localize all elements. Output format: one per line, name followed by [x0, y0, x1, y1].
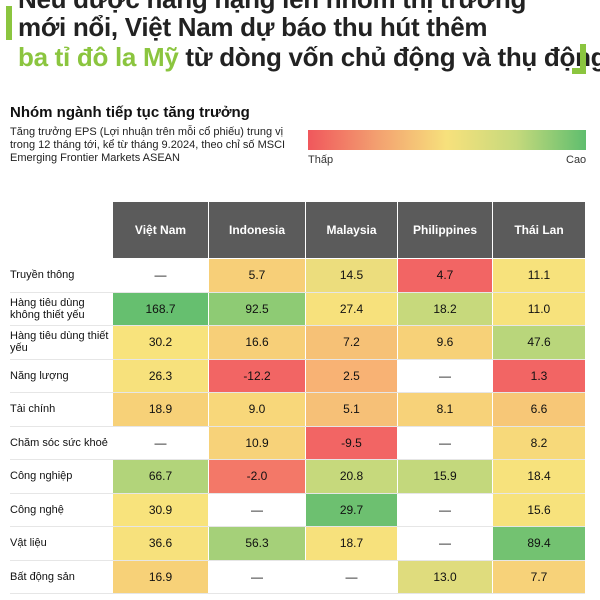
column-header: Thái Lan: [493, 202, 585, 258]
headline-bracket-right-foot: [572, 68, 586, 74]
heatmap-cell: 47.6: [493, 326, 585, 359]
headline-highlight: ba tỉ đô la Mỹ: [18, 42, 179, 72]
heatmap-cell: 16.6: [209, 326, 305, 359]
row-separator: [10, 425, 585, 427]
heatmap-cell: —: [398, 527, 492, 560]
row-separator: [10, 325, 585, 326]
heatmap-cell: —: [209, 560, 305, 593]
color-scale-legend: [308, 130, 586, 150]
heatmap-cell: 26.3: [113, 359, 208, 392]
column-header: Philippines: [398, 202, 492, 258]
row-separator: [10, 358, 585, 360]
heatmap-cell: 5.7: [209, 259, 305, 292]
row-label: Bất động sản: [10, 570, 75, 583]
row-separator: [10, 526, 585, 527]
row-label: Truyền thông: [10, 269, 75, 282]
heatmap-cell: —: [398, 359, 492, 392]
heatmap-cell: -9.5: [306, 426, 397, 459]
row-separator: [10, 392, 585, 393]
column-header: Việt Nam: [113, 202, 208, 258]
row-label: Hàng tiêu dùng thiết yếu: [10, 330, 109, 355]
heatmap-cell: 18.2: [398, 292, 492, 325]
row-label: Công nghệ: [10, 503, 64, 516]
heatmap-cell: 14.5: [306, 259, 397, 292]
row-label: Chăm sóc sức khoẻ: [10, 436, 108, 449]
heatmap-cell: 11.1: [493, 259, 585, 292]
heatmap-cell: 18.9: [113, 393, 208, 426]
headline-line-3: ba tỉ đô la Mỹ từ dòng vốn chủ động và t…: [18, 42, 600, 72]
heatmap-cell: —: [398, 493, 492, 526]
row-label: Năng lượng: [10, 369, 69, 382]
heatmap-cell: 9.0: [209, 393, 305, 426]
headline-line-2: mới nổi, Việt Nam dự báo thu hút thêm: [18, 12, 488, 42]
heatmap-cell: 4.7: [398, 259, 492, 292]
heatmap-cell: -12.2: [209, 359, 305, 392]
headline-line-3-rest: từ dòng vốn chủ động và thụ động: [178, 42, 600, 72]
section-title: Nhóm ngành tiếp tục tăng trưởng: [10, 104, 250, 121]
heatmap-cell: 30.2: [113, 326, 208, 359]
heatmap-cell: —: [398, 426, 492, 459]
heatmap-cell: 11.0: [493, 292, 585, 325]
legend-low-label: Thấp: [308, 154, 334, 166]
heatmap-cell: 2.5: [306, 359, 397, 392]
column-header: Malaysia: [306, 202, 397, 258]
heatmap-cell: 56.3: [209, 527, 305, 560]
heatmap-cell: —: [113, 259, 208, 292]
heatmap-cell: —: [209, 493, 305, 526]
heatmap-cell: 5.1: [306, 393, 397, 426]
headline: Nếu được nâng hạng lên nhóm thị trường m…: [0, 0, 600, 86]
row-label: Hàng tiêu dùng không thiết yếu: [10, 296, 85, 321]
heatmap-cell: 6.6: [493, 393, 585, 426]
heatmap-cell: 15.9: [398, 460, 492, 493]
heatmap-cell: 66.7: [113, 460, 208, 493]
heatmap-cell: 20.8: [306, 460, 397, 493]
headline-bracket-left: [6, 6, 12, 40]
row-label: Tài chính: [10, 403, 56, 416]
heatmap-cell: 168.7: [113, 292, 208, 325]
row-separator: [10, 559, 585, 561]
heatmap-cell: -2.0: [209, 460, 305, 493]
heatmap-cell: 16.9: [113, 560, 208, 593]
column-header: Indonesia: [209, 202, 305, 258]
row-label: Công nghiệp: [10, 470, 73, 483]
heatmap-cell: 9.6: [398, 326, 492, 359]
heatmap-cell: —: [113, 426, 208, 459]
headline-line-1: Nếu được nâng hạng lên nhóm thị trường: [18, 0, 526, 14]
row-separator: [10, 291, 585, 293]
heatmap-cell: 29.7: [306, 493, 397, 526]
heatmap-cell: 8.1: [398, 393, 492, 426]
heatmap-cell: 1.3: [493, 359, 585, 392]
heatmap-cell: 18.7: [306, 527, 397, 560]
heatmap-cell: 92.5: [209, 292, 305, 325]
chart-description: Tăng trưởng EPS (Lợi nhuận trên mỗi cổ p…: [10, 126, 286, 164]
heatmap-cell: 15.6: [493, 493, 585, 526]
heatmap-cell: 8.2: [493, 426, 585, 459]
heatmap-cell: —: [306, 560, 397, 593]
heatmap-cell: 7.2: [306, 326, 397, 359]
row-separator: [10, 593, 585, 594]
heatmap-cell: 36.6: [113, 527, 208, 560]
row-label: Vật liệu: [10, 537, 47, 550]
row-separator: [10, 459, 585, 460]
heatmap-cell: 89.4: [493, 527, 585, 560]
heatmap-cell: 27.4: [306, 292, 397, 325]
heatmap-cell: 7.7: [493, 560, 585, 593]
headline-bracket-right: [580, 44, 586, 74]
heatmap-cell: 30.9: [113, 493, 208, 526]
heatmap-cell: 18.4: [493, 460, 585, 493]
legend-high-label: Cao: [566, 154, 587, 166]
row-separator: [10, 492, 585, 494]
heatmap-cell: 13.0: [398, 560, 492, 593]
heatmap-cell: 10.9: [209, 426, 305, 459]
